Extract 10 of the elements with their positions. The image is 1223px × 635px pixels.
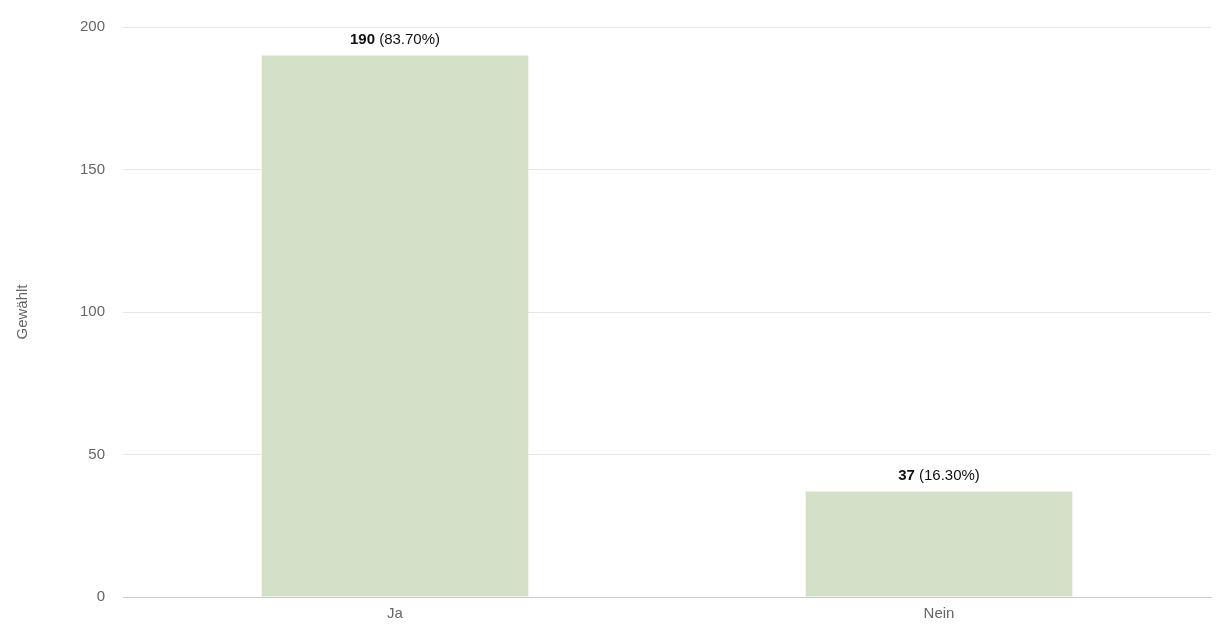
y-tick-label: 50 [88,444,106,462]
y-tick-label: 100 [80,302,106,320]
x-tick-label: Nein [923,604,955,622]
y-tick-label: 200 [80,17,106,35]
data-label: 37 (16.30%) [898,466,980,484]
data-label: 190 (83.70%) [349,30,441,48]
x-tick-label: Ja [387,604,404,622]
y-tick-label: 150 [80,159,106,177]
y-tick-label: 0 [96,587,106,605]
y-axis-title: Gewählt [13,283,31,340]
